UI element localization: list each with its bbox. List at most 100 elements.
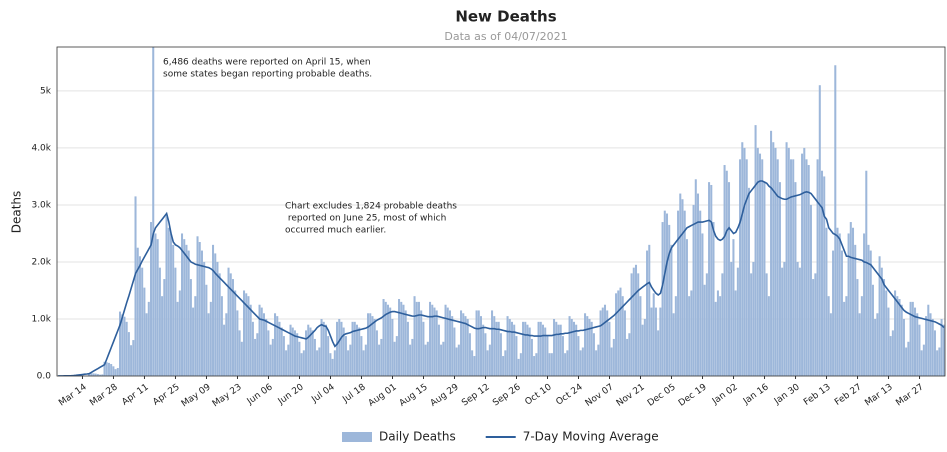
bar [856, 279, 859, 376]
bar [504, 350, 507, 376]
bar [874, 318, 877, 376]
bar [865, 170, 868, 376]
bar [262, 313, 265, 376]
bar [725, 170, 728, 376]
bar [154, 233, 157, 376]
bar [156, 239, 159, 376]
bar [634, 264, 638, 376]
chart-title: New Deaths [455, 8, 556, 26]
bar [508, 318, 511, 376]
bar [468, 333, 471, 376]
bar [646, 250, 649, 376]
bar [464, 316, 467, 376]
bar [548, 353, 551, 376]
bar [276, 316, 279, 376]
annotation: reported on June 25, most of which [285, 214, 446, 224]
bar [424, 344, 427, 376]
x-tick-label: Oct 24 [554, 382, 584, 407]
bar [99, 374, 102, 376]
bar [205, 284, 208, 376]
bar [925, 316, 928, 376]
bar [860, 296, 863, 376]
bar [103, 361, 106, 376]
bar [526, 324, 529, 376]
bar [110, 364, 113, 376]
bar [559, 324, 562, 376]
bar [584, 313, 587, 376]
y-tick-label: 3.0k [31, 200, 51, 210]
bar [282, 336, 285, 376]
bar [316, 350, 319, 376]
bar [466, 318, 469, 376]
bar [905, 347, 908, 376]
bar [254, 338, 257, 376]
bar [665, 213, 669, 376]
bar [125, 321, 128, 376]
bar [462, 313, 465, 376]
bar [136, 247, 139, 376]
bar [690, 290, 693, 376]
bar [448, 310, 451, 376]
bar [648, 244, 651, 376]
bar [597, 344, 600, 376]
bar [674, 296, 677, 376]
bar [732, 239, 735, 376]
bar [894, 290, 897, 376]
bar [586, 316, 589, 376]
bar [823, 176, 826, 376]
legend-swatch [342, 432, 372, 442]
bar [871, 284, 874, 376]
bar [927, 304, 930, 376]
bar [747, 187, 750, 376]
bar [298, 341, 301, 376]
bar [426, 341, 429, 376]
bar [907, 341, 910, 376]
bar [657, 330, 660, 376]
bar [364, 344, 367, 376]
bar [816, 159, 819, 376]
bar [497, 321, 500, 376]
bar [347, 350, 350, 376]
bar [688, 296, 691, 376]
bar [807, 165, 810, 376]
bar [200, 250, 203, 376]
bar [404, 310, 407, 376]
bar [679, 193, 682, 376]
bar [918, 324, 921, 376]
bar [896, 296, 899, 376]
x-tick-label: Jun 20 [276, 382, 306, 407]
bar [417, 301, 420, 376]
bar [632, 267, 635, 376]
bar [384, 301, 387, 376]
x-tick-label: Feb 13 [802, 382, 833, 408]
bar [209, 301, 212, 376]
bar [389, 307, 392, 376]
bar [887, 307, 890, 376]
bar [783, 261, 786, 376]
bar [840, 250, 843, 376]
bar [437, 324, 440, 376]
bar [843, 301, 846, 376]
bar [765, 273, 768, 376]
bar [936, 350, 939, 376]
bar [533, 356, 536, 376]
y-tick-label: 0.0 [37, 372, 52, 382]
x-tick-label: Nov 07 [584, 382, 616, 408]
bar [203, 261, 206, 376]
bar [827, 296, 830, 376]
bar [710, 184, 713, 376]
bar [668, 224, 671, 376]
bar [391, 318, 394, 376]
bar [654, 307, 657, 376]
bar [216, 261, 219, 376]
bar [913, 307, 917, 376]
bar [486, 350, 489, 376]
bar [194, 296, 197, 376]
bar [482, 324, 485, 376]
bar [123, 316, 126, 376]
bar [705, 273, 708, 376]
x-tick-label: Sep 12 [460, 382, 491, 408]
bar [714, 301, 717, 376]
bar [663, 210, 666, 376]
